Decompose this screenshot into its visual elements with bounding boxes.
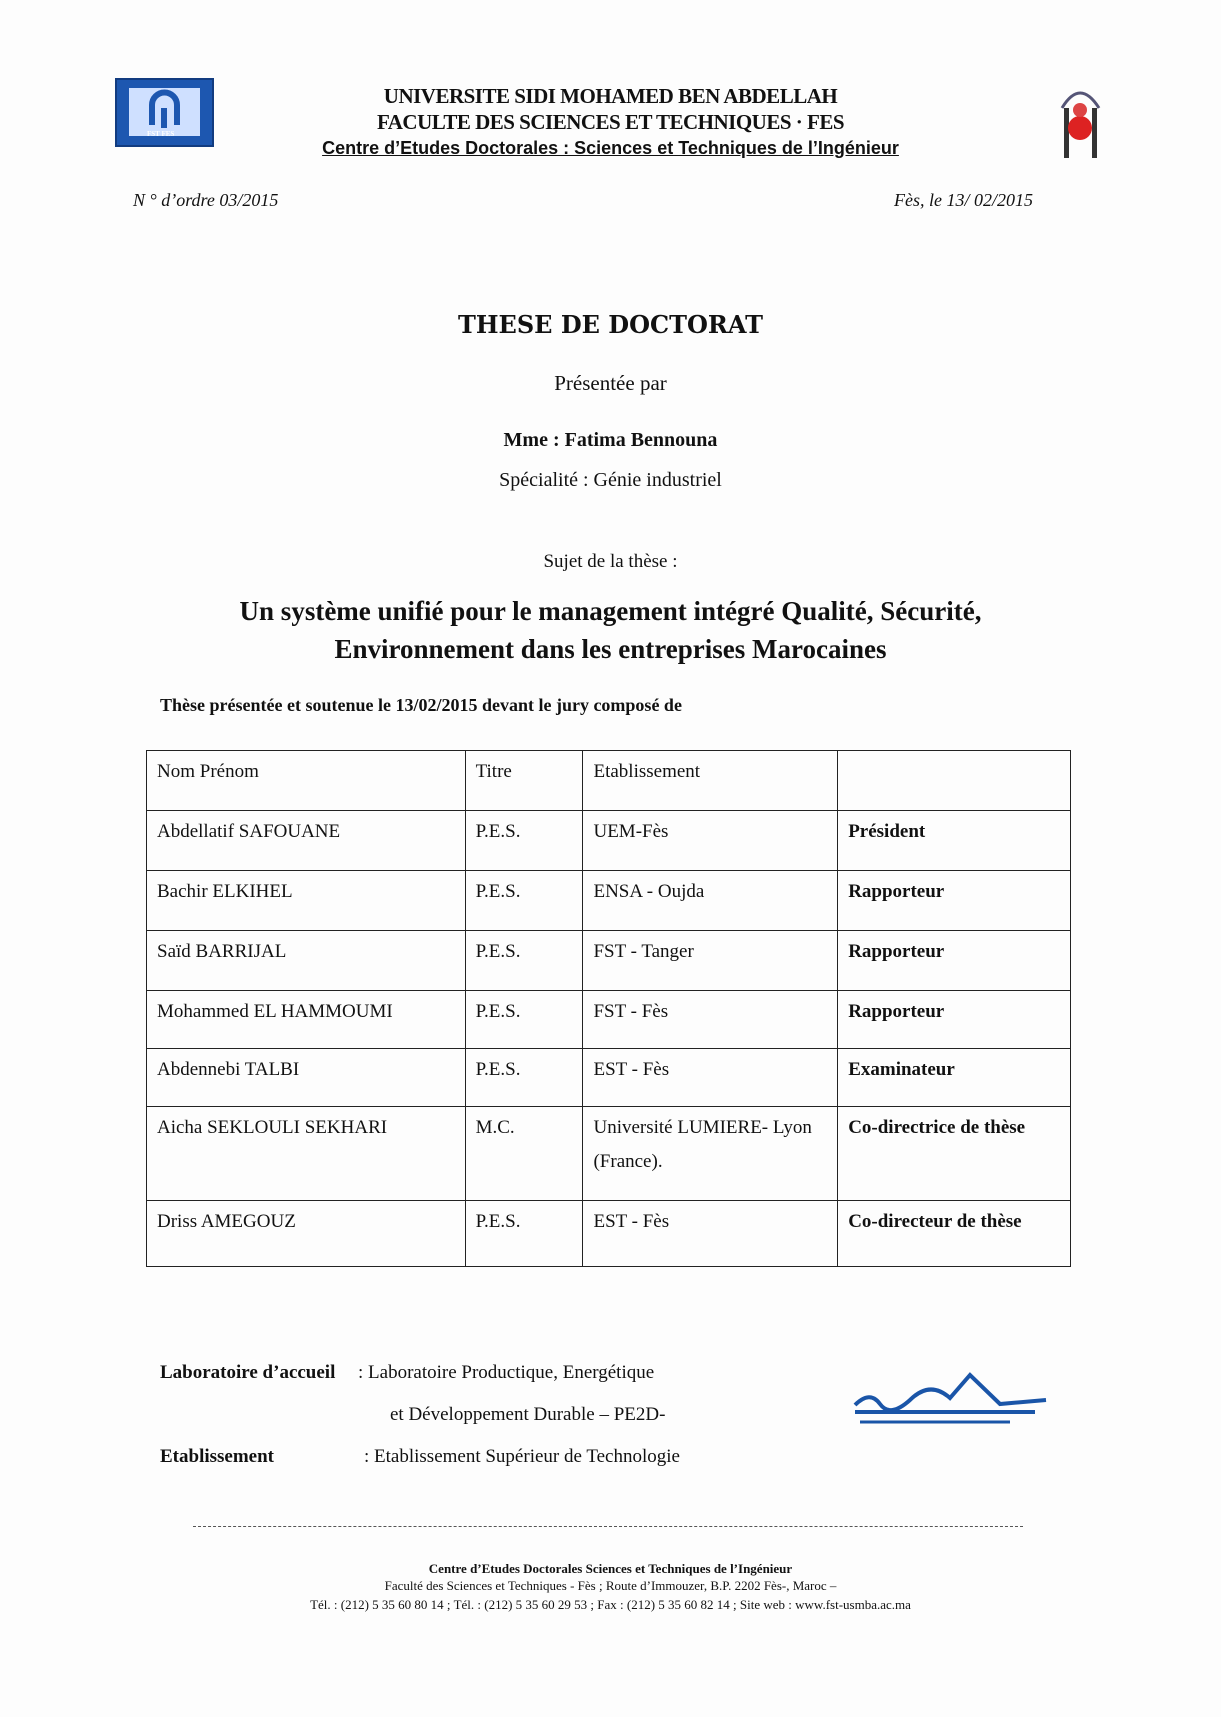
document-date: Fès, le 13/ 02/2015	[894, 190, 1033, 210]
member-role: Rapporteur	[837, 930, 1071, 991]
order-number: N ° d’ordre 03/2015	[133, 190, 279, 210]
subject-line-2: Environnement dans les entreprises Maroc…	[334, 634, 887, 664]
header-title: Titre	[464, 750, 584, 811]
member-name: Abdennebi TALBI	[146, 1048, 466, 1107]
header-name: Nom Prénom	[146, 750, 466, 811]
lab-label: Laboratoire d’accueil	[160, 1362, 336, 1383]
member-establishment: FST - Fès	[582, 990, 839, 1049]
lab-value-2: et Développement Durable – PE2D-	[390, 1404, 666, 1425]
university-emblem	[1058, 78, 1103, 163]
member-name: Abdellatif SAFOUANE	[146, 810, 466, 871]
member-title: P.E.S.	[464, 930, 584, 991]
subject-label: Sujet de la thèse :	[543, 551, 678, 572]
header-role	[837, 750, 1071, 811]
document-title: THESE DE DOCTORAT	[458, 310, 763, 339]
member-establishment: Université LUMIERE- Lyon (France).	[582, 1106, 839, 1201]
footer-line-2: Faculté des Sciences et Techniques - Fès…	[384, 1578, 837, 1593]
jury-table: Nom Prénom Titre Etablissement Abdellati…	[146, 750, 1071, 1267]
member-name: Aicha SEKLOULI SEKHARI	[146, 1106, 466, 1201]
logo-text: FST FES	[147, 130, 175, 138]
member-title: P.E.S.	[464, 870, 584, 931]
table-row: Bachir ELKIHEL P.E.S. ENSA - Oujda Rapporte…	[146, 870, 1071, 931]
member-role: Rapporteur	[837, 990, 1071, 1049]
member-title: P.E.S.	[464, 1048, 584, 1107]
footer-line-1: Centre d’Etudes Doctorales Sciences et T…	[428, 1561, 793, 1576]
table-row: Abdellatif SAFOUANE P.E.S. UEM-Fès Présiden…	[146, 810, 1071, 871]
footer-divider	[193, 1526, 1023, 1527]
university-name: UNIVERSITE SIDI MOHAMED BEN ABDELLAH	[383, 84, 838, 108]
member-establishment: EST - Fès	[582, 1200, 839, 1267]
table-header-row: Nom Prénom Titre Etablissement	[146, 750, 1071, 811]
member-role: Président	[837, 810, 1071, 871]
member-establishment: EST - Fès	[582, 1048, 839, 1107]
member-title: P.E.S.	[464, 1200, 584, 1267]
table-row: Saïd BARRIJAL P.E.S. FST - Tanger Rapporteu…	[146, 930, 1071, 991]
fst-logo: FST FES	[115, 78, 214, 147]
presented-by: Présentée par	[554, 371, 667, 395]
member-title: P.E.S.	[464, 810, 584, 871]
member-establishment: FST - Tanger	[582, 930, 839, 991]
table-row: Aicha SEKLOULI SEKHARI M.C. Université LUM…	[146, 1106, 1071, 1201]
doctoral-center: Centre d’Etudes Doctorales : Sciences et…	[322, 138, 899, 158]
faculty-name: FACULTE DES SCIENCES ET TECHNIQUES · FES	[376, 110, 845, 134]
header-establishment: Etablissement	[582, 750, 839, 811]
table-row: Abdennebi TALBI P.E.S. EST - Fès Examinateu…	[146, 1048, 1071, 1107]
member-name: Bachir ELKIHEL	[146, 870, 466, 931]
establishment-value: : Etablissement Supérieur de Technologie	[364, 1446, 680, 1467]
candidate-name: Mme : Fatima Bennouna	[503, 429, 718, 451]
member-title: M.C.	[464, 1106, 584, 1201]
table-row: Mohammed EL HAMMOUMI P.E.S. FST - Fès Rappo…	[146, 990, 1071, 1049]
member-establishment: ENSA - Oujda	[582, 870, 839, 931]
subject-line-1: Un système unifié pour le management int…	[239, 596, 982, 626]
member-name: Mohammed EL HAMMOUMI	[146, 990, 466, 1049]
lab-value-1: : Laboratoire Productique, Energétique	[358, 1362, 655, 1383]
lab-logo	[850, 1370, 1050, 1435]
speciality: Spécialité : Génie industriel	[499, 469, 722, 491]
establishment-label: Etablissement	[160, 1446, 274, 1467]
member-role: Co-directrice de thèse	[837, 1106, 1071, 1201]
member-role: Examinateur	[837, 1048, 1071, 1107]
member-name: Saïd BARRIJAL	[146, 930, 466, 991]
member-name: Driss AMEGOUZ	[146, 1200, 466, 1267]
jury-intro: Thèse présentée et soutenue le 13/02/201…	[160, 695, 682, 715]
table-row: Driss AMEGOUZ P.E.S. EST - Fès Co-directeur…	[146, 1200, 1071, 1267]
member-role: Rapporteur	[837, 870, 1071, 931]
member-title: P.E.S.	[464, 990, 584, 1049]
footer-line-3: Tél. : (212) 5 35 60 80 14 ; Tél. : (212…	[310, 1597, 911, 1612]
member-establishment: UEM-Fès	[582, 810, 839, 871]
member-role: Co-directeur de thèse	[837, 1200, 1071, 1267]
